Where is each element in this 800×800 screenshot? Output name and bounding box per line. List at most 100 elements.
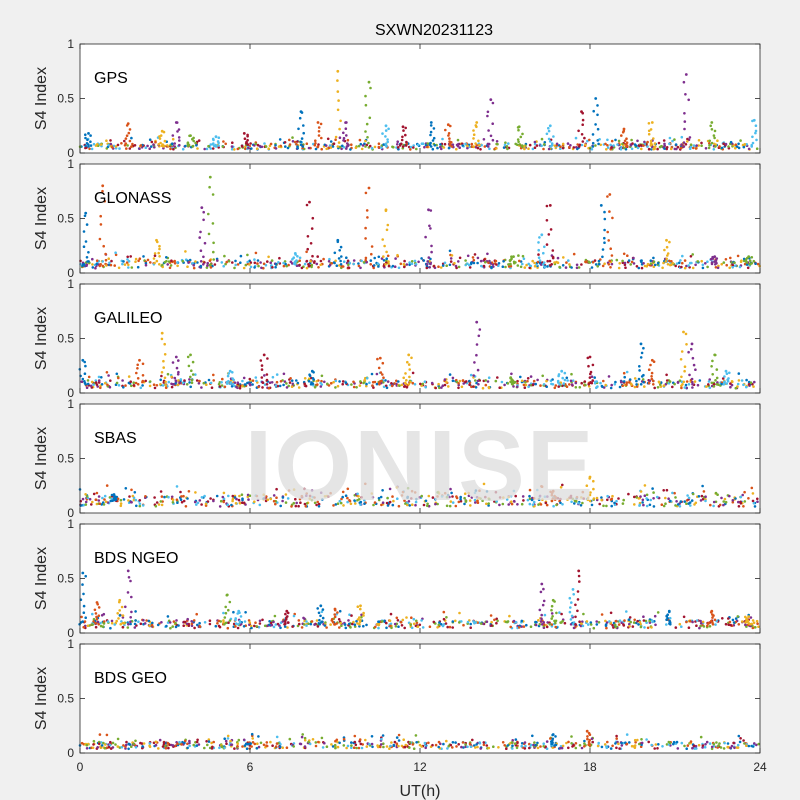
data-point <box>476 256 480 260</box>
data-point <box>714 145 717 148</box>
data-point <box>522 625 526 628</box>
data-point <box>542 261 546 265</box>
data-point <box>752 501 756 505</box>
data-point <box>102 612 106 616</box>
data-point <box>299 140 303 144</box>
data-point <box>625 137 628 140</box>
data-point <box>269 740 272 744</box>
data-point <box>720 496 723 500</box>
data-point <box>754 129 758 133</box>
data-point <box>340 255 343 258</box>
data-point <box>536 260 540 264</box>
data-point <box>710 141 714 145</box>
data-point <box>89 144 93 147</box>
data-point <box>512 619 516 623</box>
data-point <box>315 262 319 266</box>
data-point <box>475 343 479 346</box>
data-point <box>606 230 609 234</box>
data-point <box>305 259 309 263</box>
data-point <box>590 266 594 269</box>
data-point <box>382 385 386 389</box>
data-point <box>99 386 102 390</box>
data-point <box>732 144 735 147</box>
data-point <box>503 143 507 147</box>
data-point <box>115 381 119 385</box>
data-point <box>555 611 558 615</box>
data-point <box>316 383 319 386</box>
data-point <box>129 579 132 583</box>
data-point <box>159 383 162 386</box>
data-point <box>537 619 540 622</box>
data-point-peak <box>427 208 430 212</box>
data-point <box>679 259 682 262</box>
data-point <box>321 608 325 611</box>
data-point <box>448 137 451 140</box>
data-point <box>731 499 735 502</box>
data-point <box>160 374 163 378</box>
data-point <box>303 377 307 380</box>
data-point <box>526 377 530 380</box>
data-point <box>256 262 259 265</box>
data-point <box>408 368 412 371</box>
data-point <box>495 621 498 625</box>
data-point <box>144 263 148 267</box>
data-point <box>652 491 655 494</box>
data-point <box>298 259 302 263</box>
data-point <box>720 146 724 150</box>
data-point <box>333 743 337 747</box>
data-point <box>723 381 726 384</box>
data-point <box>323 741 326 745</box>
data-point <box>665 488 669 492</box>
data-point <box>596 265 599 268</box>
data-point <box>528 502 532 506</box>
y-tick-label: 0 <box>67 746 74 760</box>
data-point <box>121 625 125 629</box>
data-point <box>455 745 458 748</box>
data-point <box>466 745 469 749</box>
data-point <box>591 133 595 136</box>
data-point <box>233 747 236 750</box>
data-point <box>661 745 664 748</box>
data-point <box>84 574 87 578</box>
data-point <box>309 260 313 263</box>
data-point <box>164 744 167 748</box>
data-point <box>390 741 393 744</box>
data-point <box>258 622 262 625</box>
data-point <box>297 386 301 389</box>
data-point <box>183 379 186 382</box>
data-point <box>117 266 121 270</box>
data-point <box>538 259 542 262</box>
data-point <box>212 241 215 245</box>
data-point <box>119 504 123 508</box>
data-point-peak <box>126 122 130 125</box>
data-point <box>397 625 400 628</box>
data-point <box>647 740 650 744</box>
data-point <box>629 620 632 624</box>
data-point <box>445 616 448 619</box>
data-point <box>516 264 520 267</box>
data-point <box>652 383 655 386</box>
data-point <box>546 265 549 268</box>
data-point <box>341 265 345 268</box>
data-point <box>607 263 611 266</box>
data-point <box>207 212 210 216</box>
data-point <box>528 143 532 147</box>
data-point <box>690 377 694 381</box>
data-point <box>371 745 374 749</box>
data-point <box>653 263 657 267</box>
data-point <box>474 124 478 127</box>
data-point <box>86 624 90 628</box>
y-axis-label: S4 Index <box>33 547 50 610</box>
data-point <box>386 254 390 258</box>
data-point <box>144 262 148 265</box>
data-point <box>472 137 475 140</box>
data-point <box>743 500 747 503</box>
data-point <box>671 491 674 495</box>
data-point-peak <box>384 124 388 128</box>
data-point <box>320 147 324 151</box>
data-point <box>362 624 365 628</box>
data-point <box>688 147 692 150</box>
data-point <box>510 741 514 744</box>
data-point <box>364 191 368 195</box>
data-point <box>129 500 133 504</box>
